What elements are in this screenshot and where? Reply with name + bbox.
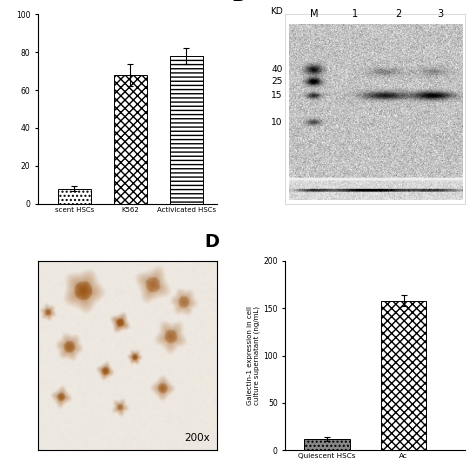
Bar xyxy=(381,301,427,450)
Text: 40: 40 xyxy=(271,65,283,74)
Text: M: M xyxy=(310,9,318,19)
Text: 1: 1 xyxy=(352,9,358,19)
Text: D: D xyxy=(205,233,219,251)
Bar xyxy=(57,189,91,204)
Text: KD: KD xyxy=(270,7,283,16)
Text: 10: 10 xyxy=(271,118,283,127)
Y-axis label: Galectin-1 expression in cell
culture supernatant (ng/mL): Galectin-1 expression in cell culture su… xyxy=(247,306,260,405)
Text: 200x: 200x xyxy=(184,433,210,443)
Text: 3: 3 xyxy=(437,9,443,19)
Bar xyxy=(114,75,147,204)
Bar xyxy=(170,56,203,204)
Text: 25: 25 xyxy=(271,77,283,86)
Text: B: B xyxy=(231,0,245,5)
Text: 2: 2 xyxy=(396,9,402,19)
Bar xyxy=(304,439,350,450)
Text: 15: 15 xyxy=(271,91,283,100)
